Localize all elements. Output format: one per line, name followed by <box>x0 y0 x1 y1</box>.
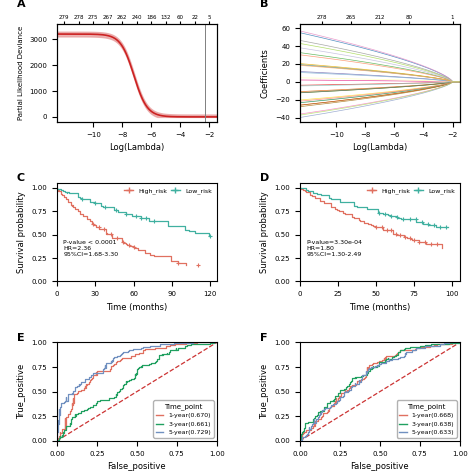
3-year(0.661) <box>56 435 62 441</box>
3-year(0.661) <box>56 438 62 443</box>
3-year(0.661) <box>54 438 60 444</box>
3-year(0.638) <box>297 435 303 440</box>
Line: 1-year(0.670): 1-year(0.670) <box>57 342 217 441</box>
5-year(0.729) <box>214 339 219 345</box>
Legend: 1-year(0.670), 3-year(0.661), 5-year(0.729): 1-year(0.670), 3-year(0.661), 5-year(0.7… <box>154 401 214 438</box>
Text: D: D <box>260 173 269 183</box>
3-year(0.661) <box>75 410 81 416</box>
1-year(0.668) <box>435 342 440 347</box>
5-year(0.729) <box>54 437 60 442</box>
3-year(0.661) <box>214 339 219 345</box>
Y-axis label: Partial Likelihood Deviance: Partial Likelihood Deviance <box>18 26 24 120</box>
1-year(0.670) <box>60 426 66 432</box>
1-year(0.670) <box>214 339 219 345</box>
Text: E: E <box>17 333 25 343</box>
1-year(0.670) <box>187 340 193 346</box>
3-year(0.638) <box>442 341 448 346</box>
5-year(0.633) <box>297 438 303 444</box>
1-year(0.668) <box>298 435 304 440</box>
1-year(0.668) <box>457 339 463 345</box>
5-year(0.633) <box>297 438 303 444</box>
Line: 5-year(0.729): 5-year(0.729) <box>57 342 217 441</box>
Text: F: F <box>260 333 267 343</box>
3-year(0.638) <box>457 339 463 345</box>
1-year(0.670) <box>199 339 205 345</box>
Text: P-value=3.30e-04
HR=1.80
95%CI=1.30-2.49: P-value=3.30e-04 HR=1.80 95%CI=1.30-2.49 <box>306 240 362 257</box>
1-year(0.668) <box>297 436 303 442</box>
3-year(0.638) <box>297 438 303 444</box>
1-year(0.670) <box>54 438 60 444</box>
3-year(0.638) <box>439 341 445 346</box>
1-year(0.668) <box>297 438 303 444</box>
5-year(0.633) <box>435 343 440 348</box>
Legend: 1-year(0.668), 3-year(0.638), 5-year(0.633): 1-year(0.668), 3-year(0.638), 5-year(0.6… <box>397 401 456 438</box>
1-year(0.670) <box>55 435 61 441</box>
3-year(0.638) <box>297 438 303 444</box>
3-year(0.661) <box>199 342 205 347</box>
5-year(0.729) <box>56 410 62 416</box>
5-year(0.633) <box>308 423 313 428</box>
1-year(0.668) <box>315 416 321 421</box>
5-year(0.729) <box>171 340 177 346</box>
5-year(0.729) <box>191 339 196 345</box>
X-axis label: False_positive: False_positive <box>108 462 166 471</box>
Y-axis label: Survival probability: Survival probability <box>260 191 269 273</box>
X-axis label: False_positive: False_positive <box>351 462 409 471</box>
5-year(0.633) <box>299 436 305 442</box>
5-year(0.729) <box>54 426 60 432</box>
3-year(0.638) <box>302 423 308 428</box>
Line: 5-year(0.633): 5-year(0.633) <box>300 342 460 441</box>
Text: C: C <box>17 173 25 183</box>
5-year(0.729) <box>54 438 60 444</box>
3-year(0.661) <box>211 339 217 345</box>
Y-axis label: Survival probability: Survival probability <box>17 191 26 273</box>
1-year(0.670) <box>64 412 70 418</box>
X-axis label: Log(Lambda): Log(Lambda) <box>109 143 164 152</box>
Line: 3-year(0.638): 3-year(0.638) <box>300 342 460 441</box>
5-year(0.729) <box>184 340 190 346</box>
Legend: High_risk, Low_risk: High_risk, Low_risk <box>122 186 214 196</box>
1-year(0.668) <box>441 341 447 346</box>
Line: 1-year(0.668): 1-year(0.668) <box>300 342 460 441</box>
Line: 3-year(0.661): 3-year(0.661) <box>57 342 217 441</box>
Y-axis label: True_positive: True_positive <box>17 364 26 419</box>
X-axis label: Log(Lambda): Log(Lambda) <box>352 143 408 152</box>
Text: A: A <box>17 0 26 9</box>
X-axis label: Time (months): Time (months) <box>349 303 410 312</box>
3-year(0.638) <box>457 339 463 345</box>
1-year(0.668) <box>452 339 457 345</box>
Y-axis label: True_positive: True_positive <box>260 364 269 419</box>
3-year(0.661) <box>66 423 72 428</box>
1-year(0.670) <box>55 435 61 441</box>
1-year(0.670) <box>194 339 200 345</box>
5-year(0.633) <box>445 340 451 346</box>
5-year(0.633) <box>314 416 320 422</box>
5-year(0.729) <box>62 399 67 405</box>
Y-axis label: Coefficients: Coefficients <box>261 48 270 98</box>
5-year(0.633) <box>447 339 452 345</box>
Text: B: B <box>260 0 268 9</box>
5-year(0.633) <box>457 339 463 345</box>
Text: P-value < 0.0001
HR=2.36
95%CI=1.68-3.30: P-value < 0.0001 HR=2.36 95%CI=1.68-3.30 <box>63 240 118 257</box>
3-year(0.661) <box>207 342 212 347</box>
1-year(0.668) <box>310 423 316 428</box>
X-axis label: Time (months): Time (months) <box>106 303 167 312</box>
Legend: High_risk, Low_risk: High_risk, Low_risk <box>365 186 456 196</box>
3-year(0.638) <box>315 412 321 418</box>
